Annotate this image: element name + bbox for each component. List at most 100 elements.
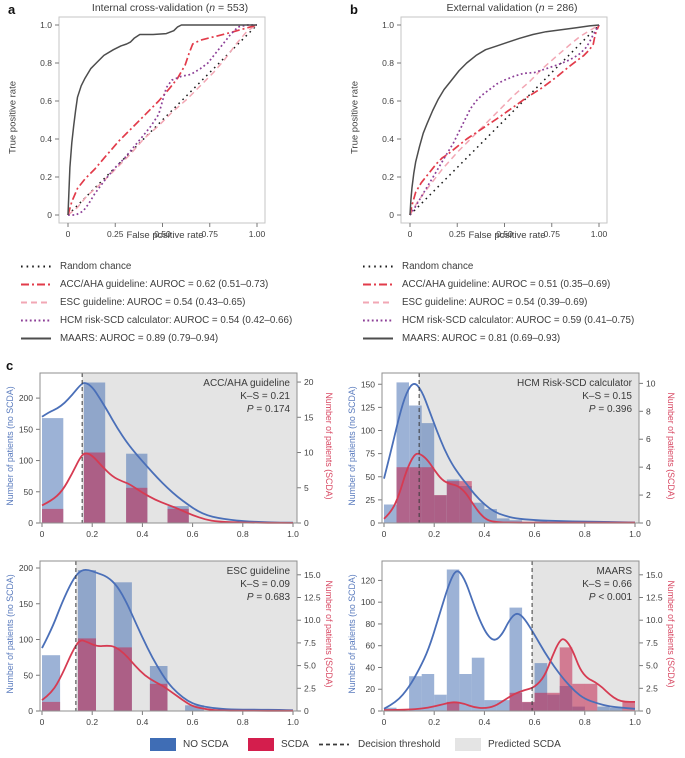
legend-item-hcm: HCM risk-SCD calculator: AUROC = 0.59 (0… xyxy=(362,311,685,329)
svg-text:0: 0 xyxy=(382,529,387,539)
svg-text:10.0: 10.0 xyxy=(304,615,321,625)
svg-text:12.5: 12.5 xyxy=(646,593,663,603)
svg-text:100: 100 xyxy=(361,597,375,607)
svg-text:125: 125 xyxy=(361,402,375,412)
svg-text:0: 0 xyxy=(389,210,394,220)
svg-text:0.75: 0.75 xyxy=(543,229,560,239)
hist-accaha-panel: 0 0.2 0.4 0.6 0.8 1.0 0 50 100 150 200 0 5 10 15 20 ACC… xyxy=(0,365,342,553)
svg-text:6: 6 xyxy=(646,434,651,444)
svg-text:1.0: 1.0 xyxy=(629,529,641,539)
left-axis-label: Number of patients (no SCDA) xyxy=(5,574,15,694)
roc-internal-legend: Random chance ACC/AHA guideline: AUROC =… xyxy=(20,257,350,347)
panel-b-letter: b xyxy=(350,2,358,17)
legend-item-acc-aha: ACC/AHA guideline: AUROC = 0.62 (0.51–0.… xyxy=(20,275,350,293)
svg-text:0: 0 xyxy=(370,706,375,716)
svg-text:0: 0 xyxy=(304,518,309,528)
legend-item-random-chance: Random chance xyxy=(362,257,685,275)
svg-text:0.2: 0.2 xyxy=(428,717,440,727)
svg-text:60: 60 xyxy=(366,641,376,651)
right-axis-label: Number of patients (SCDA) xyxy=(666,580,676,688)
roc-external-legend: Random chance ACC/AHA guideline: AUROC =… xyxy=(362,257,685,347)
legend-label: MAARS: AUROC = 0.81 (0.69–0.93) xyxy=(402,332,561,344)
svg-text:0.2: 0.2 xyxy=(382,172,394,182)
svg-text:1.0: 1.0 xyxy=(40,20,52,30)
svg-text:0: 0 xyxy=(66,229,71,239)
svg-text:5.0: 5.0 xyxy=(646,661,658,671)
scda-swatch-icon xyxy=(248,737,274,751)
hist-title: HCM Risk-SCD calculator xyxy=(516,378,632,389)
svg-text:0.2: 0.2 xyxy=(428,529,440,539)
acc-aha-line-icon xyxy=(362,280,394,289)
panel-a-letter: a xyxy=(8,2,16,17)
p-value: P = 0.683 xyxy=(246,592,290,603)
svg-text:0.2: 0.2 xyxy=(86,717,98,727)
predicted-scda-label: Predicted SCDA xyxy=(488,738,561,750)
hist-accaha-chart: 0 0.2 0.4 0.6 0.8 1.0 0 50 100 150 200 0 5 10 15 20 xyxy=(0,365,342,553)
hist-hcm-panel: 0 0.2 0.4 0.6 0.8 1.0 0 25 50 75 100 125 150 0 2 4 6 8 10 … xyxy=(342,365,684,553)
maars-line-icon xyxy=(20,334,52,343)
svg-text:0: 0 xyxy=(646,706,651,716)
svg-text:7.5: 7.5 xyxy=(304,638,316,648)
legend-label: HCM risk-SCD calculator: AUROC = 0.54 (0… xyxy=(60,314,293,326)
svg-text:0: 0 xyxy=(40,717,45,727)
svg-text:25: 25 xyxy=(366,495,376,505)
hist-esc-chart: 0 0.2 0.4 0.6 0.8 1.0 0 50 100 150 200 0 2.5 5.0 7.5 10… xyxy=(0,553,342,741)
panel-c-letter: c xyxy=(6,358,14,373)
svg-text:0: 0 xyxy=(304,706,309,716)
roc-external-title-prefix: External validation ( xyxy=(446,2,539,14)
svg-text:10: 10 xyxy=(646,378,656,388)
svg-text:2.5: 2.5 xyxy=(304,683,316,693)
right-axis-label: Number of patients (SCDA) xyxy=(666,392,676,500)
legend-item-esc: ESC guideline: AUROC = 0.54 (0.43–0.65) xyxy=(20,293,350,311)
svg-text:10.0: 10.0 xyxy=(646,615,663,625)
hcm-line-icon xyxy=(362,316,394,325)
legend-item-random-chance: Random chance xyxy=(20,257,350,275)
left-axis-label: Number of patients (no SCDA) xyxy=(347,386,357,506)
svg-text:0.4: 0.4 xyxy=(382,134,394,144)
svg-text:0.4: 0.4 xyxy=(478,717,490,727)
hist-title: ACC/AHA guideline xyxy=(203,378,290,389)
legend-predicted-scda: Predicted SCDA xyxy=(455,736,561,752)
roc-external-ylabel: True positive rate xyxy=(349,80,361,155)
svg-text:1.00: 1.00 xyxy=(591,229,608,239)
scda-label: SCDA xyxy=(281,738,309,750)
svg-text:0.6: 0.6 xyxy=(40,96,52,106)
roc-internal-panel: Internal cross-validation (n = 553) 0 0.2… xyxy=(0,0,342,250)
svg-text:0: 0 xyxy=(370,518,375,528)
svg-text:120: 120 xyxy=(361,575,375,585)
svg-text:15: 15 xyxy=(304,412,314,422)
hist-maars-panel: 0 0.2 0.4 0.6 0.8 1.0 0 20 40 60 80 100 120 0 2.5 5.0 7.… xyxy=(342,553,684,741)
svg-text:0: 0 xyxy=(408,229,413,239)
legend-label: ACC/AHA guideline: AUROC = 0.51 (0.35–0.… xyxy=(402,278,611,290)
hist-accaha-annotation: ACC/AHA guideline K–S = 0.21 P = 0.174 xyxy=(203,377,290,416)
legend-label: Random chance xyxy=(402,260,474,272)
svg-text:1.00: 1.00 xyxy=(249,229,266,239)
hist-maars-annotation: MAARS K–S = 0.66 P < 0.001 xyxy=(582,565,632,604)
svg-text:1.0: 1.0 xyxy=(629,717,641,727)
dashed-line-icon xyxy=(318,740,350,749)
hcm-line-icon xyxy=(20,316,52,325)
svg-text:0.8: 0.8 xyxy=(579,529,591,539)
svg-text:0: 0 xyxy=(40,529,45,539)
svg-text:12.5: 12.5 xyxy=(304,593,321,603)
hist-title: MAARS xyxy=(596,566,632,577)
legend-scda: SCDA xyxy=(248,736,309,752)
svg-text:0.6: 0.6 xyxy=(529,717,541,727)
roc-external-title: External validation (n = 286) xyxy=(362,2,662,14)
svg-text:75: 75 xyxy=(366,449,376,459)
svg-text:150: 150 xyxy=(19,424,33,434)
svg-text:100: 100 xyxy=(19,635,33,645)
no-scda-swatch-icon xyxy=(150,737,176,751)
legend-item-maars: MAARS: AUROC = 0.81 (0.69–0.93) xyxy=(362,329,685,347)
svg-text:10: 10 xyxy=(304,448,314,458)
svg-text:15.0: 15.0 xyxy=(646,570,663,580)
roc-internal-title: Internal cross-validation (n = 553) xyxy=(20,2,320,14)
svg-text:0.4: 0.4 xyxy=(478,529,490,539)
svg-text:0.25: 0.25 xyxy=(449,229,466,239)
hist-esc-panel: 0 0.2 0.4 0.6 0.8 1.0 0 50 100 150 200 0 2.5 5.0 7.5 10… xyxy=(0,553,342,741)
svg-text:20: 20 xyxy=(304,377,314,387)
hist-maars-chart: 0 0.2 0.4 0.6 0.8 1.0 0 20 40 60 80 100 120 0 2.5 5.0 7.… xyxy=(342,553,684,741)
hist-hcm-chart: 0 0.2 0.4 0.6 0.8 1.0 0 25 50 75 100 125 150 0 2 4 6 8 10 xyxy=(342,365,684,553)
legend-label: Random chance xyxy=(60,260,132,272)
svg-text:0.50: 0.50 xyxy=(154,229,171,239)
